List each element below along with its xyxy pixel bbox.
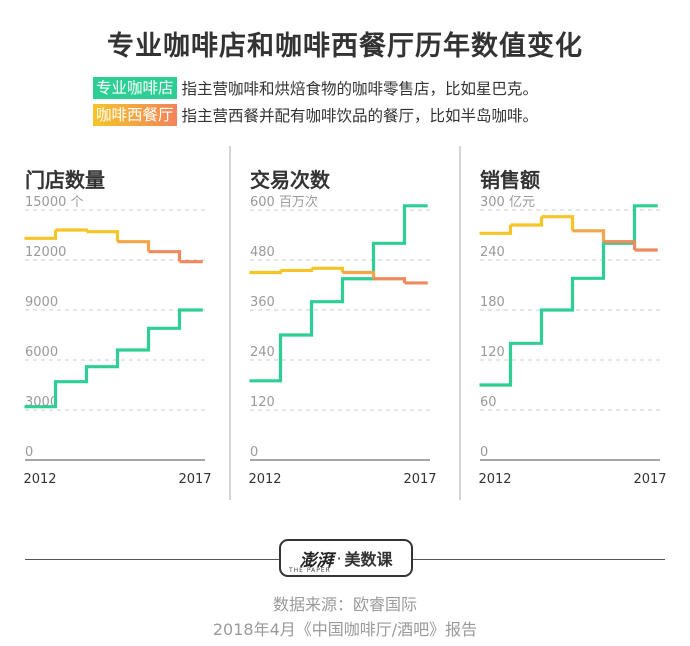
y-tick-label: 9000 <box>25 295 58 310</box>
series-cafe-restaurant-segment <box>280 268 314 273</box>
panel-title: 门店数量 <box>25 168 105 192</box>
logo-dot: · <box>336 548 342 568</box>
series-cafe-restaurant-segment <box>249 270 283 275</box>
legend-tag-specialty-cafe: 专业咖啡店 <box>93 77 177 99</box>
series-cafe-restaurant-segment <box>311 266 345 273</box>
legend-item-cafe-restaurant: 咖啡西餐厅 指主营西餐并配有咖啡饮品的餐厅，比如半岛咖啡。 <box>93 104 538 126</box>
y-tick-label: 240 <box>480 245 505 260</box>
panel-divider <box>459 146 461 500</box>
series-cafe-restaurant-segment <box>373 277 407 283</box>
legend-tag-cafe-restaurant: 咖啡西餐厅 <box>93 104 177 126</box>
series-cafe-restaurant-segment <box>55 228 89 232</box>
report-reference: 2018年4月《中国咖啡厅/酒吧》报告 <box>212 620 478 639</box>
series-cafe-restaurant-segment <box>510 216 544 227</box>
series-cafe-restaurant-segment <box>479 225 513 235</box>
y-tick-label: 0 <box>480 445 488 460</box>
panel-title: 销售额 <box>480 168 540 192</box>
y-tick-label: 0 <box>250 445 258 460</box>
y-tick-label: 240 <box>250 345 275 360</box>
y-tick-label: 480 <box>250 245 275 260</box>
y-tick-label: 15000 个 <box>25 195 84 210</box>
x-tick-label: 2017 <box>633 472 666 487</box>
x-tick-label: 2017 <box>403 472 436 487</box>
data-source: 数据来源：欧睿国际 <box>272 595 417 614</box>
series-cafe-restaurant-segment <box>86 230 120 242</box>
legend-item-specialty-cafe: 专业咖啡店 指主营咖啡和烘焙食物的咖啡零售店，比如星巴克。 <box>93 77 538 99</box>
x-tick-label: 2012 <box>248 472 281 487</box>
series-cafe-restaurant-segment <box>117 240 151 252</box>
chart-main-title: 专业咖啡店和咖啡西餐厅历年数值变化 <box>107 31 583 62</box>
y-tick-label: 300 亿元 <box>480 195 535 210</box>
x-tick-label: 2012 <box>23 472 56 487</box>
panel-divider <box>229 146 231 500</box>
y-tick-label: 120 <box>250 395 275 410</box>
panel-title: 交易次数 <box>250 168 331 192</box>
y-tick-label: 120 <box>480 345 505 360</box>
series-cafe-restaurant-segment <box>572 229 606 242</box>
logo-sub: THE PAPER <box>289 567 331 574</box>
series-specialty-cafe-line <box>24 308 203 409</box>
chart-sales-revenue: 销售额 0 60 120 180 240 300 亿元 2012 2017 <box>478 168 666 487</box>
y-tick-label: 600 百万次 <box>250 194 318 210</box>
x-tick-label: 2017 <box>178 472 211 487</box>
logo-name: 美数课 <box>344 550 393 569</box>
y-tick-label: 60 <box>480 395 497 410</box>
y-tick-label: 12000 <box>25 245 66 260</box>
the-paper-logo: 澎湃 · 美数课 THE PAPER <box>279 539 413 577</box>
series-cafe-restaurant-segment <box>342 270 376 279</box>
y-tick-label: 6000 <box>25 345 58 360</box>
y-tick-label: 360 <box>250 295 275 310</box>
series-specialty-cafe-line <box>249 204 428 383</box>
x-tick-label: 2012 <box>478 472 511 487</box>
chart-transaction-count: 交易次数 0 120 240 360 480 600 百万次 2012 2017 <box>248 168 436 487</box>
legend-desc-specialty-cafe: 指主营咖啡和烘焙食物的咖啡零售店，比如星巴克。 <box>181 80 539 98</box>
legend-desc-cafe-restaurant: 指主营西餐并配有咖啡饮品的餐厅，比如半岛咖啡。 <box>181 107 539 125</box>
series-cafe-restaurant-segment <box>148 250 182 262</box>
y-tick-label: 180 <box>480 295 505 310</box>
series-cafe-restaurant-segment <box>603 240 637 250</box>
series-cafe-restaurant-segment <box>541 215 575 231</box>
series-cafe-restaurant-segment <box>24 230 58 240</box>
logo-brand: 澎湃 <box>299 550 334 571</box>
y-tick-label: 0 <box>25 445 33 460</box>
series-specialty-cafe-line <box>479 204 658 387</box>
